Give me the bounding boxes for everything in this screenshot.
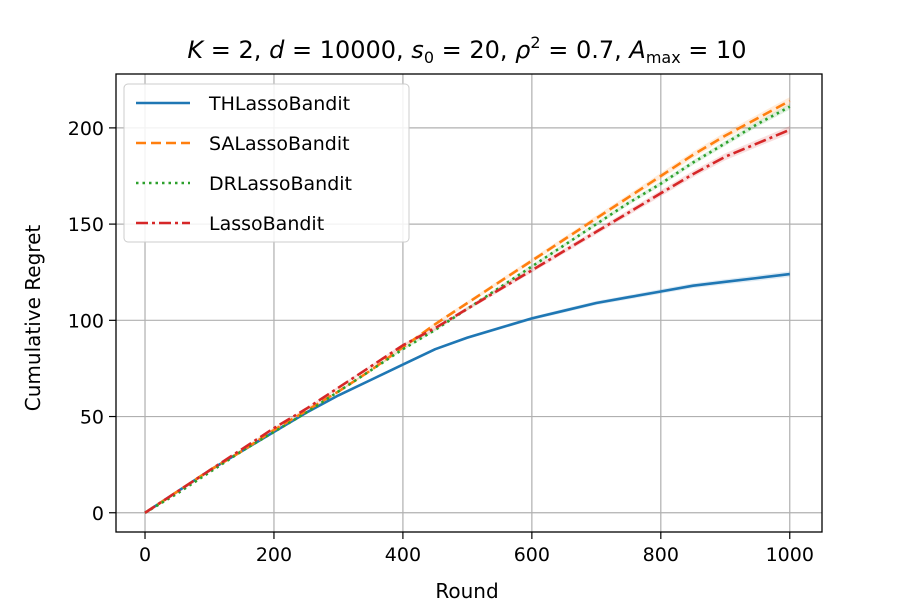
x-tick-label: 800: [643, 544, 679, 566]
x-tick-label: 200: [256, 544, 292, 566]
y-ticks: 0 50 100 150 200: [68, 118, 116, 525]
legend-label: THLassoBandit: [208, 93, 350, 115]
series-line-lassobandit: [144, 128, 791, 514]
chart-title: K = 2, d = 10000, s0 = 20, ρ2 = 0.7, Ama…: [187, 33, 746, 67]
x-ticks: 0 200 400 600 800 1000: [139, 532, 814, 566]
series-layer: [144, 99, 791, 514]
y-tick-label: 200: [68, 118, 104, 140]
x-tick-label: 1000: [766, 544, 814, 566]
legend-label: DRLassoBandit: [209, 173, 352, 195]
y-tick-label: 100: [68, 310, 104, 332]
series-line-salassobandit: [144, 99, 791, 514]
y-tick-label: 0: [92, 503, 104, 525]
legend-box: [123, 83, 410, 243]
y-tick-label: 50: [80, 407, 104, 429]
series-line-drlassobandit: [144, 105, 791, 514]
x-tick-label: 400: [385, 544, 421, 566]
x-axis-label: Round: [435, 579, 498, 603]
x-tick-label: 600: [514, 544, 550, 566]
legend-entries: THLassoBandit SALassoBandit DRLassoBandit L…: [136, 93, 352, 235]
confidence-band: [145, 103, 790, 513]
legend-label: LassoBandit: [209, 213, 324, 235]
legend-label: SALassoBandit: [209, 133, 350, 155]
confidence-bands: [145, 97, 790, 513]
x-tick-label: 0: [139, 544, 151, 566]
confidence-band: [145, 97, 790, 513]
y-axis-label: Cumulative Regret: [21, 225, 45, 412]
y-tick-label: 150: [68, 214, 104, 236]
plot-frame: [115, 73, 823, 533]
legend: THLassoBandit SALassoBandit DRLassoBandit L…: [123, 83, 410, 243]
